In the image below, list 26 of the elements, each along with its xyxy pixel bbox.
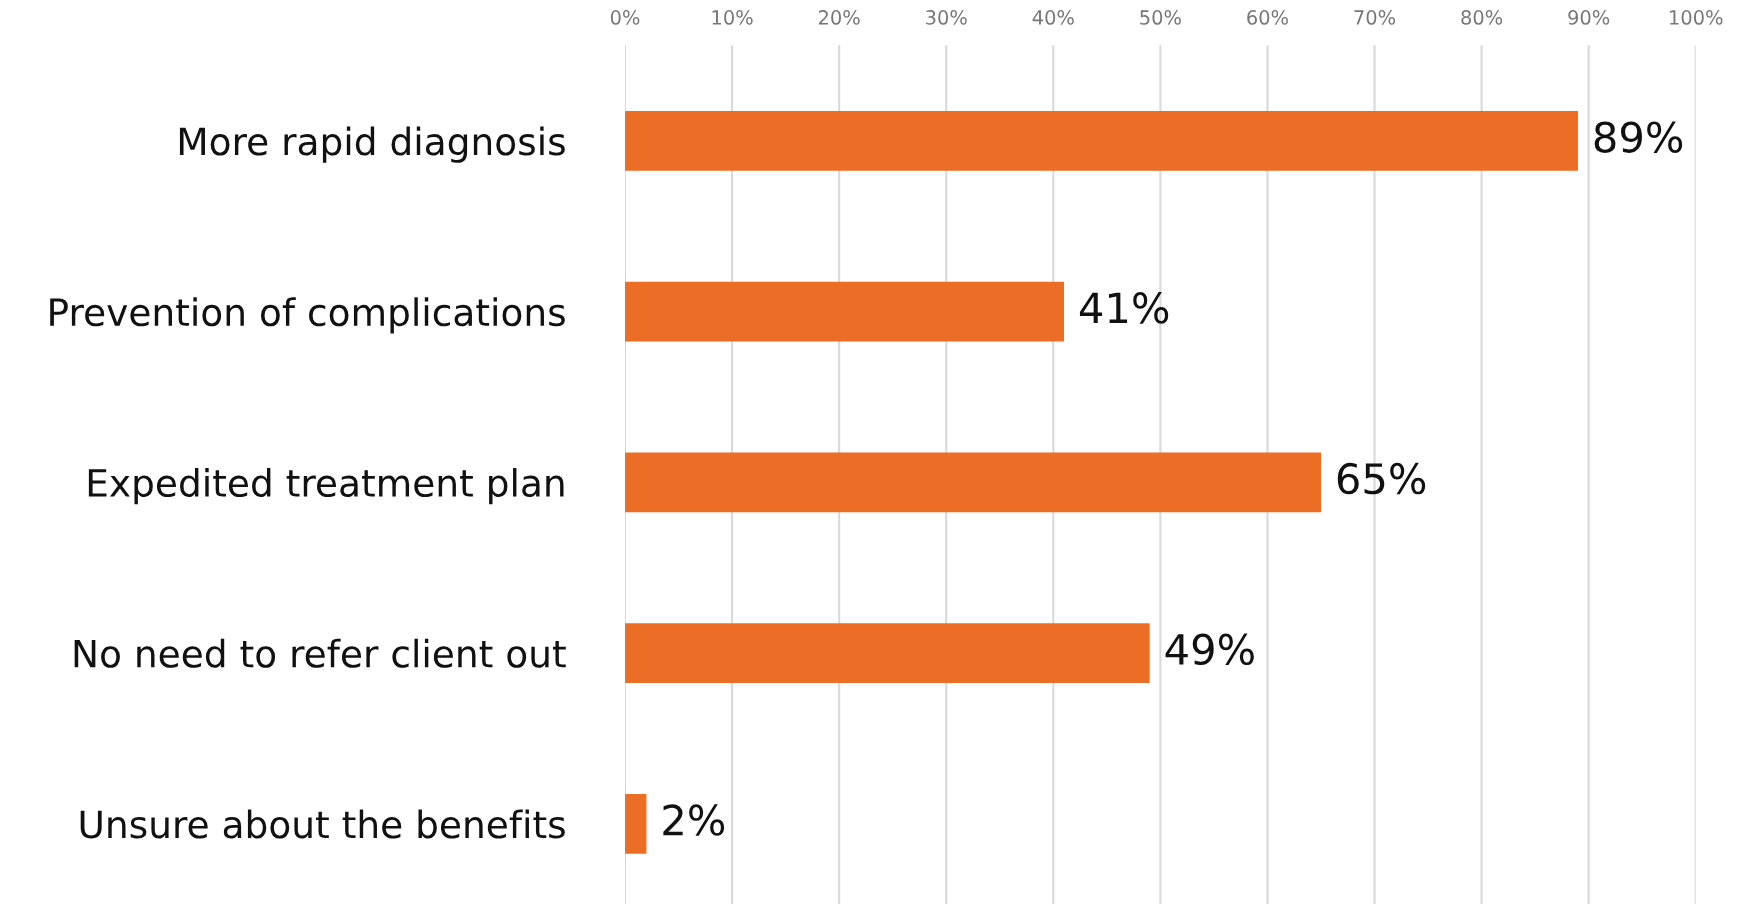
y-tick-label: Expedited treatment plan (88, 468, 564, 505)
x-tick-label: 80% (1461, 10, 1503, 25)
x-tick-label: 60% (1247, 10, 1288, 25)
data-label: 41% (1079, 292, 1169, 324)
bar (625, 452, 1321, 513)
x-tick-label: 20% (818, 10, 860, 25)
bar (625, 110, 1578, 171)
x-tick-label: 90% (1568, 10, 1610, 25)
bar (625, 623, 1150, 683)
y-tick-label: Prevention of complications (50, 297, 565, 334)
y-tick-label: Unsure about the benefits (80, 809, 565, 839)
x-tick-label: 100% (1670, 10, 1723, 25)
x-tick-label: 50% (1140, 10, 1181, 25)
x-tick-label: 30% (926, 10, 967, 25)
x-tick-label: 0% (610, 10, 640, 25)
data-label: 2% (663, 804, 725, 836)
bar (625, 793, 647, 854)
x-tick-label: 10% (712, 10, 753, 25)
x-tick-label: 40% (1032, 10, 1074, 25)
data-label: 49% (1165, 633, 1254, 666)
data-label: 65% (1337, 462, 1426, 495)
y-tick-label: No need to refer client out (74, 638, 566, 668)
bar (625, 281, 1065, 342)
data-label: 89% (1594, 121, 1683, 153)
x-tick-label: 70% (1354, 10, 1396, 25)
y-tick-label: More rapid diagnosis (179, 126, 565, 163)
